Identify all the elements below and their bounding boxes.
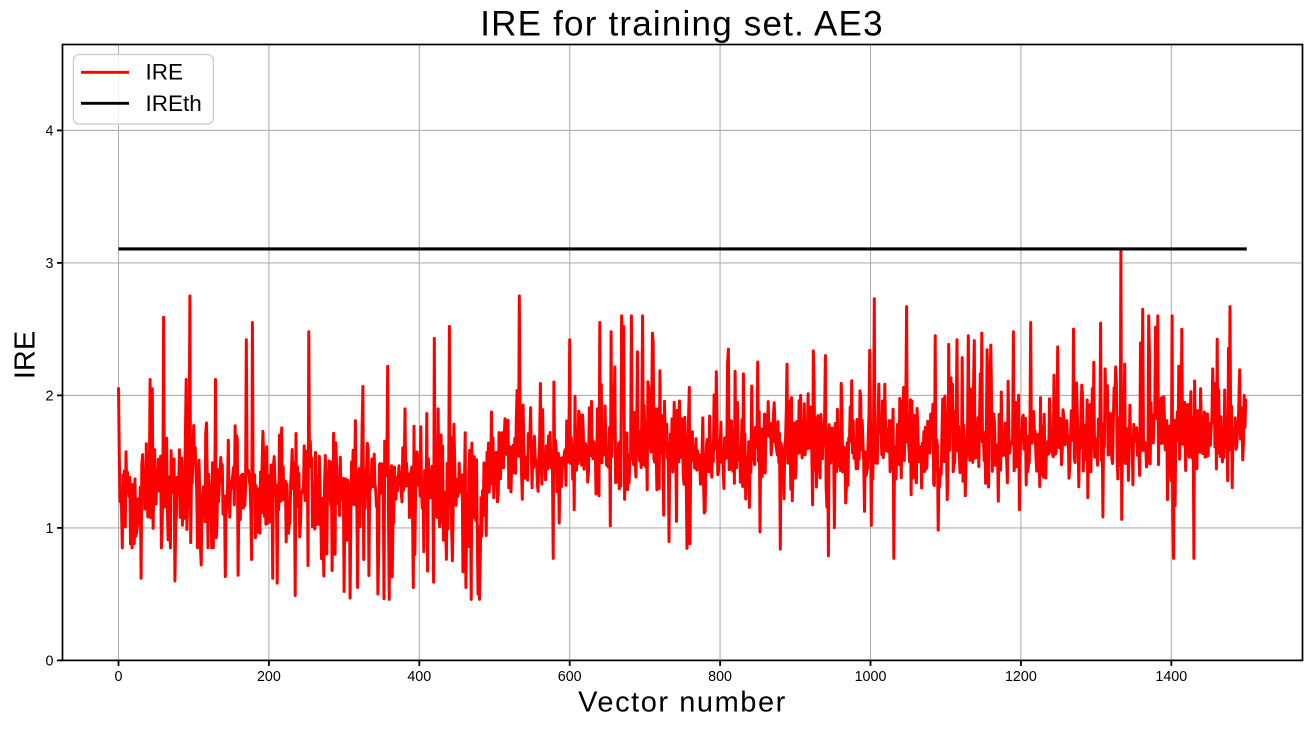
svg-text:200: 200 [257, 669, 281, 685]
svg-text:1: 1 [46, 521, 54, 537]
svg-text:1200: 1200 [1005, 669, 1037, 685]
svg-text:IREth: IREth [146, 91, 202, 116]
svg-text:Vector number: Vector number [578, 687, 787, 719]
svg-text:2: 2 [46, 389, 54, 405]
svg-text:1000: 1000 [855, 669, 887, 685]
svg-text:IRE for training set. AE3: IRE for training set. AE3 [480, 5, 884, 44]
svg-text:400: 400 [407, 669, 431, 685]
svg-text:0: 0 [115, 669, 123, 685]
svg-text:IRE: IRE [146, 60, 184, 85]
svg-text:1400: 1400 [1155, 669, 1187, 685]
svg-text:3: 3 [46, 256, 54, 272]
svg-text:800: 800 [708, 669, 732, 685]
svg-text:600: 600 [558, 669, 582, 685]
svg-text:4: 4 [46, 124, 54, 140]
svg-text:0: 0 [46, 654, 54, 670]
svg-text:IRE: IRE [10, 331, 42, 379]
